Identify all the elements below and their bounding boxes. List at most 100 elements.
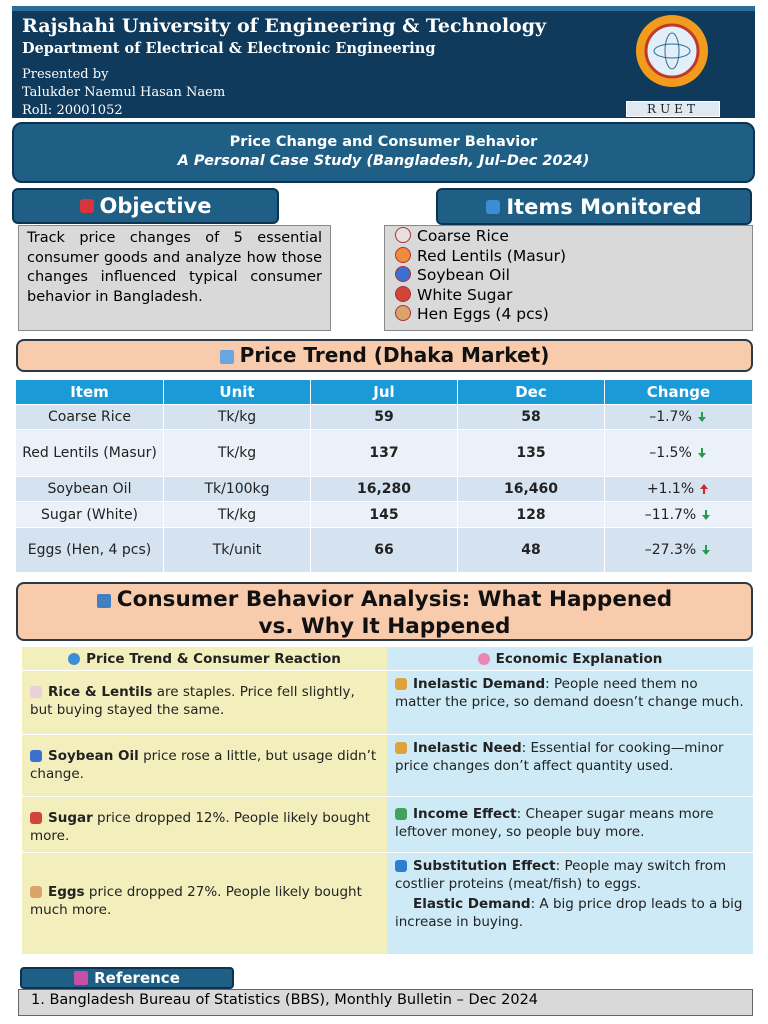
item-row: Soybean Oil (395, 266, 742, 286)
icon (395, 898, 407, 910)
bold-text: Substitution Effect (413, 858, 556, 874)
rich-text: Rice & Lentils are staples. Price fell s… (30, 683, 379, 719)
objective-heading-text: Objective (99, 194, 212, 218)
icon (477, 653, 490, 665)
roll: Roll: 20001052 (22, 103, 123, 118)
icon (395, 808, 407, 820)
cell-text: Tk/unit (212, 542, 262, 558)
cell-text: 58 (521, 409, 541, 425)
item-text: Hen Eggs (4 pcs) (417, 305, 549, 323)
cell-text: 66 (374, 542, 394, 558)
banner: Price Change and Consumer Behavior A Per… (12, 122, 755, 183)
cell-text: Sugar (White) (40, 506, 139, 523)
table-header-cell: Dec (458, 380, 605, 405)
header: Rajshahi University of Engineering & Tec… (12, 6, 755, 118)
table-cell: 145 (311, 502, 458, 528)
rich-text: Sugar price dropped 12%. People likely b… (30, 809, 379, 845)
table-header-cell: Change (605, 380, 753, 405)
body-text: : People may switch from costlier protei… (395, 858, 727, 892)
table-cell: Tk/kg (164, 502, 311, 528)
rich-text: Eggs price dropped 27%. People likely bo… (30, 883, 379, 919)
item-row: Hen Eggs (4 pcs) (395, 305, 742, 325)
icon (30, 750, 42, 762)
cell-text: 128 (516, 506, 546, 523)
bold-text: Inelastic Need (413, 740, 522, 756)
bold-text: Income Effect (413, 806, 517, 822)
table-cell: Tk/100kg (164, 477, 311, 502)
change-arrow (702, 545, 711, 555)
change-arrow (697, 412, 706, 422)
cell-text: 145 (369, 506, 399, 523)
reaction-cell: Eggs price dropped 27%. People likely bo… (22, 853, 387, 955)
cell-text: Eggs (Hen, 4 pcs) (27, 542, 152, 558)
body-text: : Cheaper sugar means more leftover mone… (395, 806, 714, 840)
cell-text: Tk/kg (217, 506, 257, 523)
table-cell: Coarse Rice (16, 405, 164, 430)
reaction-cell: Sugar price dropped 12%. People likely b… (22, 797, 387, 853)
icon (395, 860, 407, 872)
rich-text: Substitution Effect: People may switch f… (395, 857, 745, 893)
objective-heading: Objective (12, 188, 279, 224)
cell-text: Soybean Oil (47, 481, 132, 497)
icon (96, 594, 111, 608)
analysis-header: Price Trend & Consumer Reaction (22, 647, 387, 671)
bold-text: Sugar (48, 810, 93, 826)
item-text: Soybean Oil (417, 266, 510, 284)
item-text: Red Lentils (Masur) (417, 246, 567, 265)
bold-text: Inelastic Demand (413, 676, 546, 692)
cell-text: +1.1% (646, 481, 695, 497)
table-cell: Soybean Oil (16, 477, 164, 502)
icon (486, 199, 501, 214)
reference-heading-text: Reference (94, 969, 180, 987)
rich-text: Soybean Oil price rose a little, but usa… (30, 747, 379, 783)
icon (219, 350, 234, 364)
price-table: Item Unit Jul Dec Change Coarse Rice Tk/kg 59 58… (16, 380, 753, 573)
body-text: : Essential for cooking—minor price chan… (395, 740, 724, 774)
cell-text: Tk/kg (217, 409, 257, 425)
table-header-cell: Item (16, 380, 164, 405)
rich-text: Inelastic Need: Essential for cooking—mi… (395, 739, 745, 775)
table-cell: 59 (311, 405, 458, 430)
table-header-cell: Jul (311, 380, 458, 405)
department: Department of Electrical & Electronic En… (22, 40, 436, 57)
change-arrow (700, 484, 709, 494)
body-text: : People need them no matter the price, … (395, 676, 744, 710)
table-cell: –1.7% (605, 405, 753, 430)
item-icon (395, 227, 411, 243)
reference-heading: Reference (20, 967, 234, 989)
presenter: Talukder Naemul Hasan Naem (22, 85, 226, 100)
body-text: : A big price drop leads to a big increa… (395, 896, 743, 930)
table-cell: Red Lentils (Masur) (16, 430, 164, 477)
university: Rajshahi University of Engineering & Tec… (22, 15, 547, 37)
cell-text: 135 (516, 445, 546, 461)
cell-text: 48 (521, 542, 541, 558)
item-row: White Sugar (395, 285, 742, 306)
cell-text: Tk/kg (217, 445, 257, 461)
item-text: Coarse Rice (417, 227, 509, 245)
table-cell: +1.1% (605, 477, 753, 502)
reference-item: 1. Bangladesh Bureau of Statistics (BBS)… (31, 992, 539, 1008)
icon (79, 199, 94, 213)
item-row: Red Lentils (Masur) (395, 246, 742, 267)
body-text: price dropped 27%. People likely bought … (30, 884, 362, 918)
logo (636, 15, 708, 87)
items-box: Coarse Rice Red Lentils (Masur) Soybean Oi… (384, 225, 753, 331)
analysis-heading-text: Consumer Behavior Analysis: What Happene… (116, 587, 673, 639)
bold-text: Elastic Demand (413, 896, 531, 912)
cell-text: Red Lentils (Masur) (22, 445, 157, 461)
objective-text: Track price changes of 5 essential consu… (18, 225, 331, 331)
table-cell: Tk/kg (164, 430, 311, 477)
table-cell: 16,460 (458, 477, 605, 502)
explanation-cell: Substitution Effect: People may switch f… (387, 853, 753, 955)
presented-by: Presented by (22, 67, 109, 82)
reaction-cell: Rice & Lentils are staples. Price fell s… (22, 671, 387, 735)
cell-text: Coarse Rice (48, 409, 131, 425)
item-icon (395, 285, 411, 302)
body-text: price dropped 12%. People likely bought … (30, 810, 371, 844)
item-row: Coarse Rice (395, 227, 742, 247)
table-header-cell: Unit (164, 380, 311, 405)
analysis-header: Economic Explanation (387, 647, 753, 671)
icon (68, 653, 81, 665)
change-arrow (697, 448, 706, 458)
